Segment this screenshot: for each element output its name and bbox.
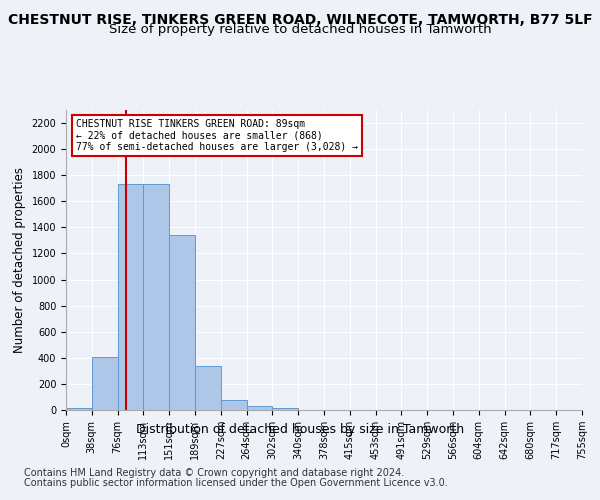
Bar xyxy=(66,408,92,410)
Bar xyxy=(272,408,298,410)
Text: CHESTNUT RISE TINKERS GREEN ROAD: 89sqm
← 22% of detached houses are smaller (86: CHESTNUT RISE TINKERS GREEN ROAD: 89sqm … xyxy=(76,119,358,152)
Bar xyxy=(92,356,118,410)
Text: Distribution of detached houses by size in Tamworth: Distribution of detached houses by size … xyxy=(136,422,464,436)
Text: CHESTNUT RISE, TINKERS GREEN ROAD, WILNECOTE, TAMWORTH, B77 5LF: CHESTNUT RISE, TINKERS GREEN ROAD, WILNE… xyxy=(8,12,592,26)
Text: Contains HM Land Registry data © Crown copyright and database right 2024.: Contains HM Land Registry data © Crown c… xyxy=(24,468,404,477)
Bar xyxy=(247,406,272,410)
Bar xyxy=(195,366,221,410)
Text: Contains public sector information licensed under the Open Government Licence v3: Contains public sector information licen… xyxy=(24,478,448,488)
Bar xyxy=(221,400,247,410)
Text: Size of property relative to detached houses in Tamworth: Size of property relative to detached ho… xyxy=(109,22,491,36)
Bar xyxy=(118,184,143,410)
Bar xyxy=(169,235,195,410)
Bar xyxy=(143,184,169,410)
Y-axis label: Number of detached properties: Number of detached properties xyxy=(13,167,26,353)
